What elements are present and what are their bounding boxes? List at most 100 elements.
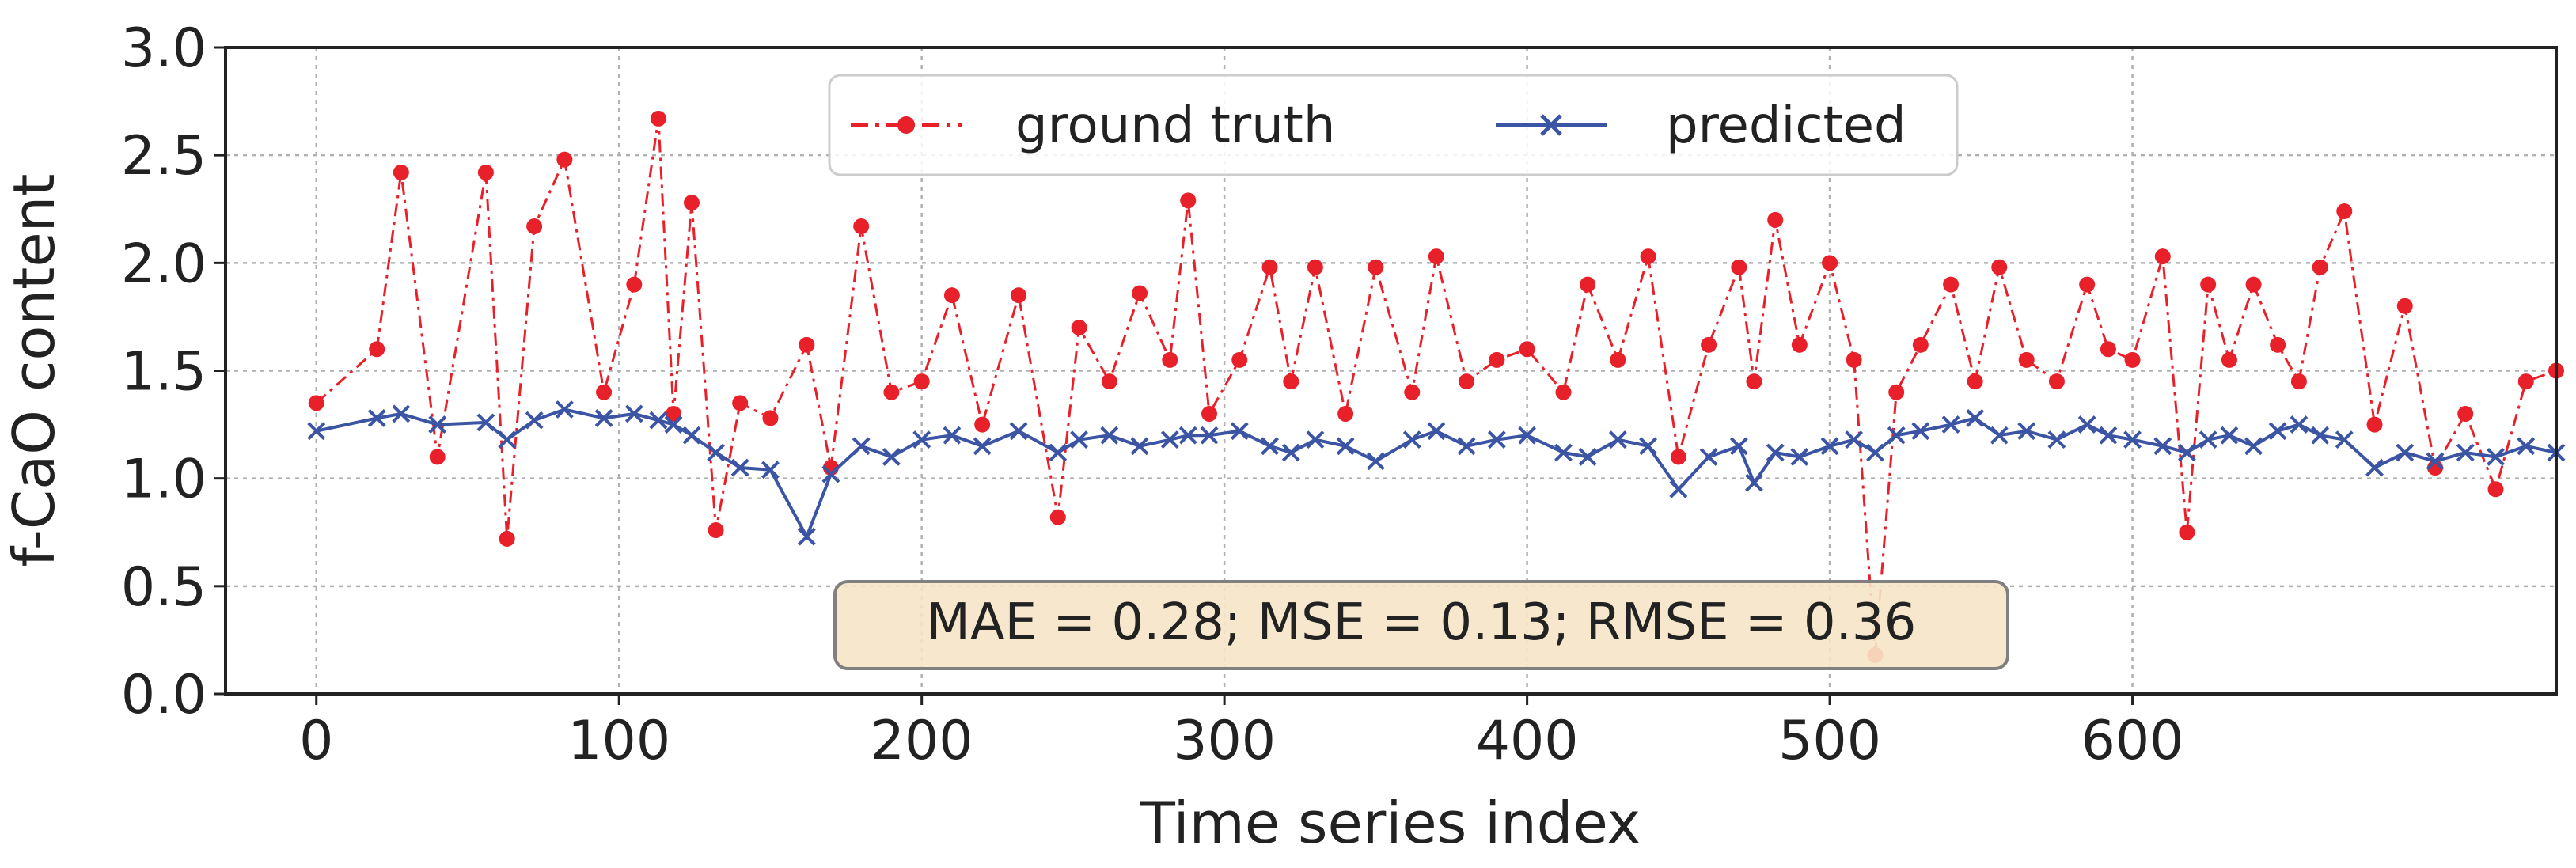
predicted-point [367, 408, 386, 427]
ground-truth-point [499, 530, 515, 547]
y-tick-label: 2.0 [121, 233, 207, 295]
predicted-point [1608, 430, 1627, 449]
predicted-point [2153, 437, 2172, 456]
predicted-point [594, 408, 613, 427]
predicted-point [2177, 443, 2196, 462]
y-tick-label: 2.5 [121, 125, 207, 188]
ground-truth-point [369, 341, 385, 358]
predicted-point [1766, 443, 1785, 462]
predicted-line [316, 407, 2557, 540]
ground-truth-point [1261, 259, 1278, 275]
ground-truth-point [1767, 211, 1784, 228]
ground-truth-point [2245, 276, 2262, 293]
ground-truth-point [1670, 449, 1686, 465]
predicted-point [1745, 473, 1763, 492]
predicted-point [1009, 422, 1028, 441]
ground-truth-point [393, 164, 409, 180]
predicted-point [525, 411, 544, 430]
legend-predicted-x-glyph [1540, 114, 1562, 136]
predicted-point [1639, 437, 1658, 456]
ground-truth-point [943, 287, 960, 304]
predicted-point [1230, 422, 1249, 441]
predicted-point [1518, 426, 1537, 445]
ground-truth-point [883, 384, 900, 400]
predicted-point [476, 413, 495, 432]
ground-truth-point [1283, 373, 1299, 390]
y-axis-label: f-CaO content [1, 173, 67, 567]
ground-truth-point [2517, 373, 2534, 390]
predicted-point [1845, 430, 1864, 449]
predicted-point [707, 443, 726, 462]
ground-truth-point [596, 384, 613, 400]
ground-truth-point [1231, 351, 1248, 368]
predicted-point [624, 404, 643, 423]
ground-truth-point [1071, 320, 1087, 336]
predicted-point [1178, 426, 1197, 445]
predicted-point [1306, 430, 1325, 449]
predicted-point [1457, 437, 1476, 456]
x-axis-label: Time series index [1140, 790, 1641, 856]
predicted-point [2099, 426, 2118, 445]
metrics-annotation: MAE = 0.28; MSE = 0.13; RMSE = 0.36 [833, 580, 2009, 670]
x-tick-label: 200 [871, 710, 973, 772]
predicted-point [2077, 415, 2096, 434]
predicted-point [1554, 443, 1573, 462]
predicted-point [1402, 430, 1421, 449]
predicted-point [2365, 458, 2384, 477]
predicted-point [730, 458, 749, 477]
ground-truth-point [2457, 405, 2474, 422]
ground-truth-point [1404, 384, 1421, 400]
predicted-point [1669, 479, 1688, 498]
predicted-point [1966, 408, 1985, 427]
predicted-point [2244, 437, 2263, 456]
ground-truth-point [2048, 373, 2065, 390]
ground-truth-point [2200, 276, 2217, 293]
y-tick-label: 0.0 [121, 664, 207, 726]
predicted-point [649, 411, 668, 430]
ground-truth-point [1846, 351, 1862, 368]
predicted-point [1366, 452, 1385, 471]
series-layer [307, 110, 2566, 663]
predicted-point [1990, 426, 2009, 445]
ground-truth-point [708, 522, 724, 539]
predicted-point [912, 430, 931, 449]
ground-truth-point [1337, 405, 1354, 422]
predicted-point [428, 415, 447, 434]
ground-truth-point [1912, 336, 1929, 353]
ground-truth-point [1731, 259, 1747, 275]
ground-truth-point [1888, 384, 1905, 400]
predicted-point [1160, 430, 1179, 449]
ground-truth-point [1822, 255, 1838, 271]
predicted-point [2426, 452, 2445, 471]
metrics-box [833, 580, 2009, 670]
ground-truth-point [2290, 373, 2307, 390]
tick-layer: 0 100 200 300 400 500 600 0.0 0.5 1.0 1.5 2.0 2.5 3.0 [121, 17, 2184, 772]
predicted-point [2220, 426, 2239, 445]
legend-predicted-marker [1540, 114, 1562, 136]
ground-truth-point [1519, 341, 1535, 358]
ground-truth-point [1991, 259, 2008, 275]
legend-box [828, 74, 1959, 176]
ground-truth-point [1101, 373, 1117, 390]
predicted-point [555, 400, 574, 419]
y-tick-label: 3.0 [121, 17, 207, 80]
predicted-point [761, 461, 780, 479]
ground-truth-point [477, 164, 494, 180]
predicted-point [1427, 422, 1446, 441]
ground-truth-point [1180, 192, 1197, 209]
predicted-point [2123, 430, 2142, 449]
predicted-point [2335, 430, 2354, 449]
ground-truth-point [1967, 373, 1983, 390]
y-tick-label: 1.0 [121, 449, 207, 511]
predicted-point [498, 430, 517, 449]
legend: ground truth predicted [828, 74, 1959, 176]
ground-truth-point [974, 416, 991, 433]
predicted-point [797, 527, 816, 546]
x-tick-label: 300 [1173, 710, 1276, 772]
ground-truth-point [2366, 416, 2383, 433]
predicted-point [2396, 443, 2415, 462]
predicted-point [1487, 430, 1506, 449]
predicted-point [1866, 443, 1884, 462]
predicted-point [1070, 430, 1088, 449]
